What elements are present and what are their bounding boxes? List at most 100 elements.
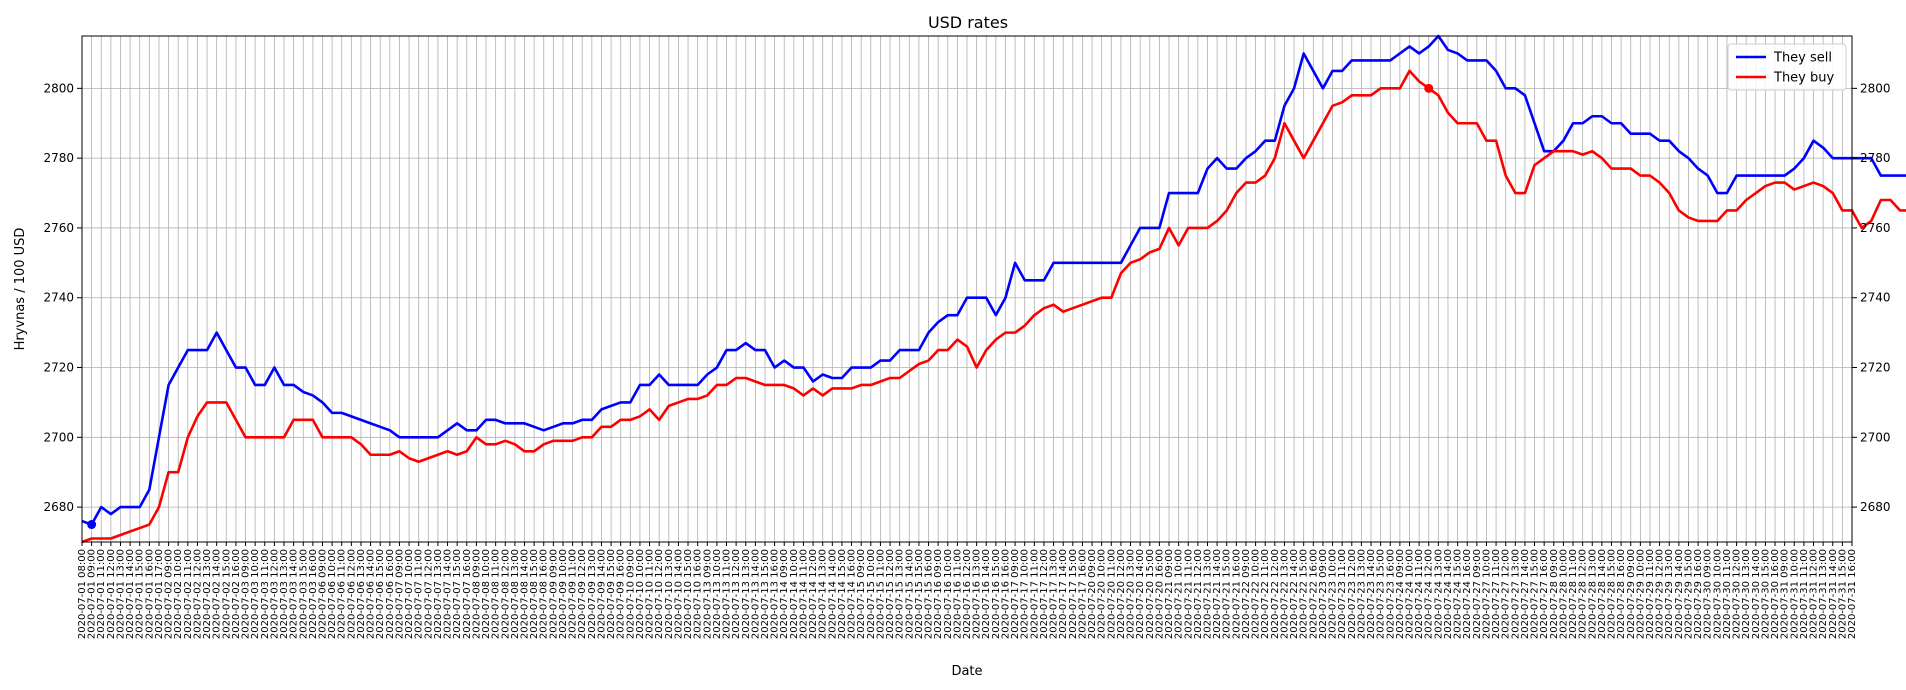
y-tick-label-right: 2720 [1860,361,1891,375]
x-tick-label: 2020-07-22 12:00 [1270,549,1281,639]
x-tick-label: 2020-07-31 15:00 [1837,549,1848,639]
x-tick-label: 2020-07-29 14:00 [1674,549,1685,639]
x-tick-label: 2020-07-14 16:00 [847,549,858,639]
x-tick-label: 2020-07-22 10:00 [1251,549,1262,639]
x-tick-label: 2020-07-07 14:00 [443,549,454,639]
x-tick-label: 2020-07-10 13:00 [664,549,675,639]
x-tick-label: 2020-07-28 09:00 [1549,549,1560,639]
x-tick-label: 2020-07-20 12:00 [1116,549,1127,639]
x-tick-label: 2020-07-27 15:00 [1530,549,1541,639]
legend-label: They sell [1773,51,1832,66]
x-tick-label: 2020-07-08 12:00 [500,549,511,639]
x-tick-label: 2020-07-17 13:00 [1049,549,1060,639]
x-tick-label: 2020-07-10 10:00 [635,549,646,639]
x-tick-label: 2020-07-03 13:00 [279,549,290,639]
x-tick-label: 2020-07-30 15:00 [1760,549,1771,639]
x-tick-label: 2020-07-15 12:00 [885,549,896,639]
x-tick-label: 2020-07-07 11:00 [414,549,425,639]
x-tick-label: 2020-07-14 10:00 [789,549,800,639]
x-tick-label: 2020-07-14 13:00 [818,549,829,639]
x-tick-label: 2020-07-01 16:00 [144,549,155,639]
x-tick-label: 2020-07-24 10:00 [1405,549,1416,639]
legend-label: They buy [1773,71,1834,86]
legend: They sell They buy [1727,43,1847,91]
y-tick-label-right: 2680 [1860,500,1891,514]
x-tick-label: 2020-07-27 11:00 [1491,549,1502,639]
x-tick-label: 2020-07-13 13:00 [741,549,752,639]
x-tick-label: 2020-07-07 10:00 [404,549,415,639]
x-tick-label: 2020-07-01 17:00 [154,549,165,639]
x-tick-label: 2020-07-29 16:00 [1693,549,1704,639]
x-tick-label: 2020-07-16 12:00 [962,549,973,639]
x-tick-label: 2020-07-23 14:00 [1366,549,1377,639]
x-tick-label: 2020-07-29 09:00 [1626,549,1637,639]
x-tick-label: 2020-07-10 11:00 [645,549,656,639]
x-tick-label: 2020-07-22 11:00 [1260,549,1271,639]
x-tick-label: 2020-07-16 14:00 [981,549,992,639]
x-tick-label: 2020-07-02 14:00 [212,549,223,639]
x-tick-label: 2020-07-28 16:00 [1616,549,1627,639]
x-tick-label: 2020-07-08 15:00 [529,549,540,639]
x-tick-label: 2020-07-08 13:00 [510,549,521,639]
x-tick-label: 2020-07-02 12:00 [192,549,203,639]
x-tick-label: 2020-07-09 12:00 [577,549,588,639]
x-tick-label: 2020-07-20 15:00 [1145,549,1156,639]
x-tick-label: 2020-07-21 16:00 [1231,549,1242,639]
x-tick-label: 2020-07-10 09:00 [625,549,636,639]
x-tick-label: 2020-07-02 16:00 [231,549,242,639]
x-tick-label: 2020-07-21 09:00 [1164,549,1175,639]
x-tick-label: 2020-07-24 12:00 [1424,549,1435,639]
x-tick-label: 2020-07-30 11:00 [1722,549,1733,639]
x-tick-label: 2020-07-28 10:00 [1558,549,1569,639]
x-tick-label: 2020-07-13 12:00 [731,549,742,639]
x-tick-label: 2020-07-09 16:00 [616,549,627,639]
x-tick-label: 2020-07-14 09:00 [779,549,790,639]
x-tick-label: 2020-07-09 13:00 [587,549,598,639]
x-tick-label: 2020-07-23 16:00 [1385,549,1396,639]
x-tick-label: 2020-07-10 16:00 [693,549,704,639]
x-tick-label: 2020-07-08 16:00 [539,549,550,639]
series-lines [81,34,1906,544]
x-tick-label: 2020-07-06 13:00 [356,549,367,639]
x-tick-label: 2020-07-31 09:00 [1780,549,1791,639]
y-tick-label: 2720 [43,361,74,375]
x-tick-label: 2020-07-01 11:00 [96,549,107,639]
x-tick-label: 2020-07-01 12:00 [106,549,117,639]
series-line-1 [81,34,1906,526]
x-tick-label: 2020-07-28 12:00 [1578,549,1589,639]
grid-lines [81,36,1853,542]
x-tick-label: 2020-07-09 15:00 [606,549,617,639]
x-tick-label: 2020-07-15 14:00 [904,549,915,639]
x-tick-label: 2020-07-15 15:00 [914,549,925,639]
y-tick-label: 2780 [43,151,74,165]
x-tick-label: 2020-07-17 11:00 [1029,549,1040,639]
x-tick-label: 2020-07-01 09:00 [87,549,98,639]
x-tick-label: 2020-07-20 10:00 [1097,549,1108,639]
x-tick-label: 2020-07-30 12:00 [1732,549,1743,639]
x-tick-label: 2020-07-27 10:00 [1481,549,1492,639]
x-tick-label: 2020-07-24 11:00 [1414,549,1425,639]
x-tick-label: 2020-07-13 10:00 [712,549,723,639]
x-tick-label: 2020-07-06 12:00 [346,549,357,639]
x-tick-label: 2020-07-16 09:00 [933,549,944,639]
x-tick-label: 2020-07-03 12:00 [269,549,280,639]
x-tick-label: 2020-07-06 11:00 [337,549,348,639]
x-tick-label: 2020-07-03 15:00 [298,549,309,639]
x-tick-label: 2020-07-07 13:00 [433,549,444,639]
x-tick-label: 2020-07-23 10:00 [1328,549,1339,639]
x-tick-label: 2020-07-01 08:00 [77,549,88,639]
x-tick-label: 2020-07-03 10:00 [250,549,261,639]
x-tick-label: 2020-07-16 10:00 [943,549,954,639]
x-tick-label: 2020-07-10 12:00 [654,549,665,639]
x-tick-label: 2020-07-24 13:00 [1433,549,1444,639]
x-tick-label: 2020-07-30 14:00 [1751,549,1762,639]
x-tick-label: 2020-07-20 09:00 [1087,549,1098,639]
x-tick-label: 2020-07-28 11:00 [1568,549,1579,639]
x-tick-label: 2020-07-13 11:00 [722,549,733,639]
x-tick-label: 2020-07-28 15:00 [1607,549,1618,639]
x-tick-label: 2020-07-22 09:00 [1241,549,1252,639]
x-tick-label: 2020-07-01 14:00 [125,549,136,639]
x-tick-label: 2020-07-23 12:00 [1347,549,1358,639]
x-tick-label: 2020-07-17 12:00 [1039,549,1050,639]
